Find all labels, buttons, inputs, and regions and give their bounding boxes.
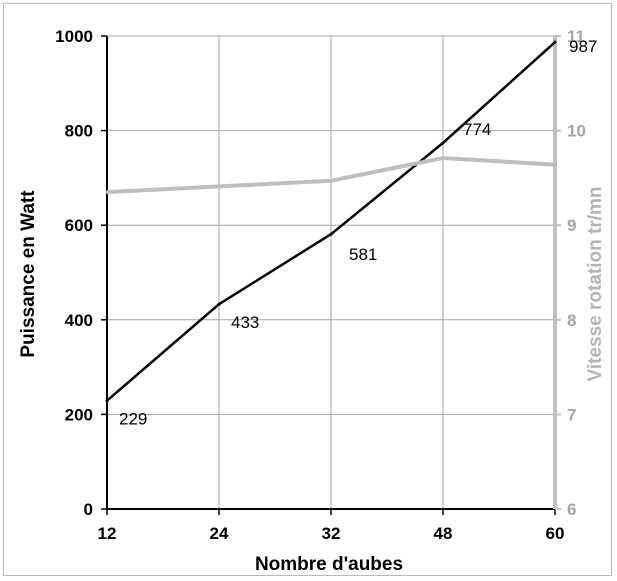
x-axis-title: Nombre d'aubes — [255, 554, 403, 575]
y-tick-label: 1000 — [55, 27, 93, 46]
y-axis-title: Puissance en Watt — [18, 190, 39, 358]
power-point — [553, 40, 557, 44]
power-point — [105, 399, 109, 403]
y2-tick-label: 7 — [567, 405, 576, 424]
y2-tick-label: 6 — [567, 500, 576, 519]
power-point — [329, 232, 333, 236]
x-tick-label: 24 — [210, 524, 229, 543]
y-tick-label: 400 — [65, 311, 93, 330]
x-tick-label: 48 — [434, 524, 453, 543]
rotation-speed-point — [217, 184, 221, 188]
y-tick-label: 0 — [84, 500, 93, 519]
y2-tick-label: 11 — [567, 27, 585, 46]
series-layer — [105, 40, 557, 403]
y2-tick-label: 8 — [567, 311, 576, 330]
y-tick-label: 200 — [65, 405, 93, 424]
x-tick-label: 12 — [98, 524, 117, 543]
rotation-speed-point — [105, 190, 109, 194]
rotation-speed-point — [329, 179, 333, 183]
data-label: 433 — [231, 313, 259, 332]
rotation-speed-point — [441, 156, 445, 160]
data-label: 774 — [463, 120, 491, 139]
grid-lines — [107, 35, 555, 509]
data-label: 987 — [569, 37, 597, 56]
power-point — [217, 302, 221, 306]
y2-axis-title: Vitesse rotation tr/mn — [585, 187, 606, 382]
y-tick-label: 800 — [65, 122, 93, 141]
power-point — [441, 141, 445, 145]
axes: 0 200 400 600 800 1000 12 24 32 48 606 7 8 9 10 11 — [55, 27, 586, 543]
y2-tick-label: 10 — [567, 122, 586, 141]
x-tick-label: 32 — [322, 524, 341, 543]
line-chart: 0 200 400 600 800 1000 12 24 32 48 606 7 8 9 10 11 229 4… — [18, 27, 606, 575]
chart-frame: 0 200 400 600 800 1000 12 24 32 48 60 6 7 8 9 10 11 229 4… — [3, 3, 612, 576]
y2-tick-label: 9 — [567, 216, 576, 235]
x-tick-label: 60 — [546, 524, 565, 543]
rotation-speed-point — [553, 163, 557, 167]
y-tick-label: 600 — [65, 216, 93, 235]
data-label: 581 — [349, 245, 377, 264]
data-label: 229 — [119, 410, 147, 429]
